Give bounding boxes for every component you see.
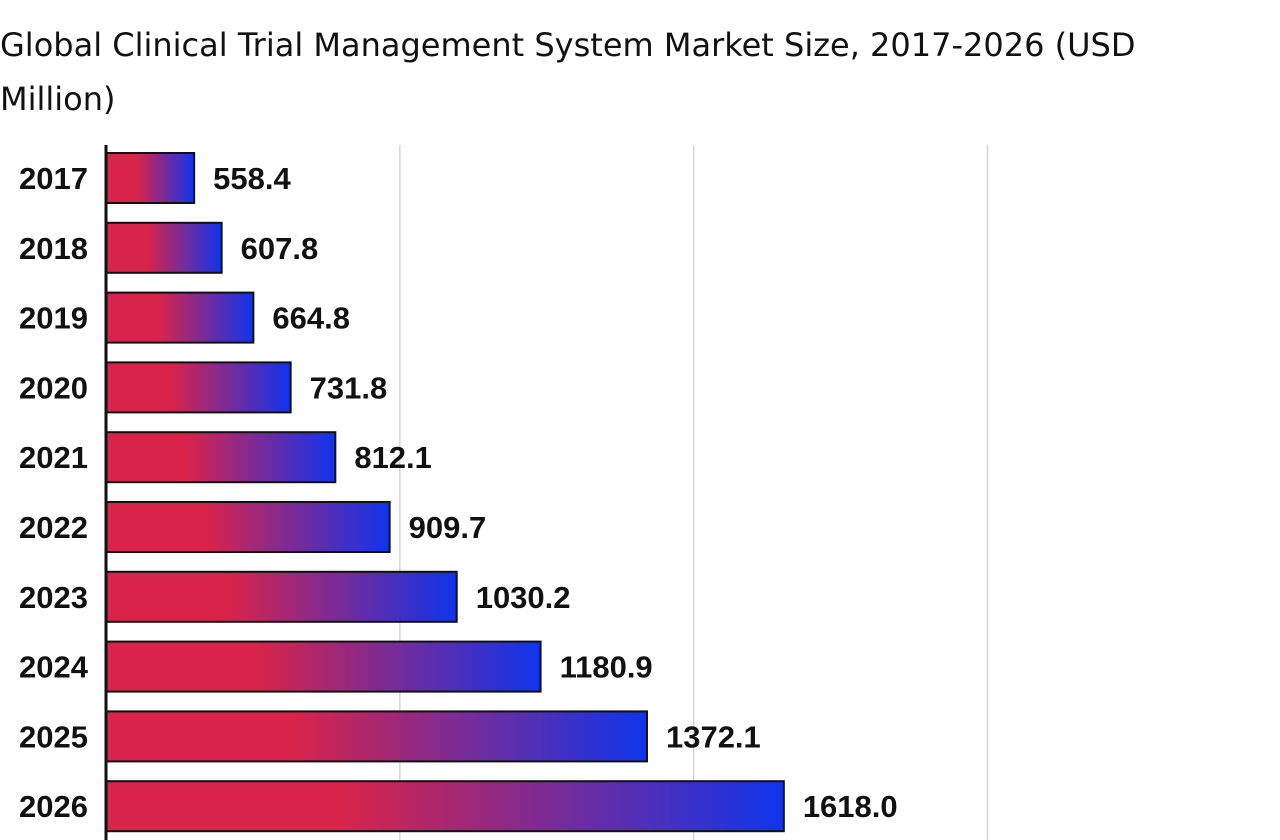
bars <box>105 152 785 833</box>
category-label: 2023 <box>19 580 88 615</box>
bar-2020 <box>105 361 292 414</box>
bar-2022 <box>105 501 391 553</box>
bar-2023 <box>105 570 458 623</box>
bar-2019 <box>105 291 255 344</box>
value-label: 1618.0 <box>803 789 898 824</box>
category-label: 2017 <box>19 161 88 196</box>
bar-2017 <box>105 152 196 204</box>
bar-2021 <box>105 431 337 484</box>
bar-2018 <box>105 221 223 274</box>
category-label: 2025 <box>19 719 88 754</box>
category-label: 2024 <box>19 650 89 685</box>
value-label: 909.7 <box>409 510 487 545</box>
value-label: 607.8 <box>241 231 319 266</box>
category-labels: 2017 2018 2019 2020 2021 2022 2023 2024 2025 2026 <box>19 161 89 824</box>
category-label: 2021 <box>19 440 88 475</box>
value-label: 1030.2 <box>476 580 571 615</box>
category-label: 2019 <box>19 301 88 336</box>
bar-2025 <box>105 710 648 763</box>
value-labels: 558.4 607.8 664.8 731.8 812.1 909.7 1030.2 1180… <box>213 161 897 824</box>
value-label: 812.1 <box>354 440 432 475</box>
value-label: 1180.9 <box>560 650 653 685</box>
value-label: 731.8 <box>310 370 388 405</box>
value-label: 664.8 <box>272 301 350 336</box>
category-label: 2018 <box>19 231 88 266</box>
bar-2024 <box>105 640 542 693</box>
value-label: 1372.1 <box>666 719 761 754</box>
bar-2026 <box>105 780 785 833</box>
category-label: 2020 <box>19 370 88 405</box>
category-label: 2022 <box>19 510 88 545</box>
chart-title: Global Clinical Trial Management System … <box>0 26 1136 118</box>
value-label: 558.4 <box>213 161 291 196</box>
category-label: 2026 <box>19 789 88 824</box>
